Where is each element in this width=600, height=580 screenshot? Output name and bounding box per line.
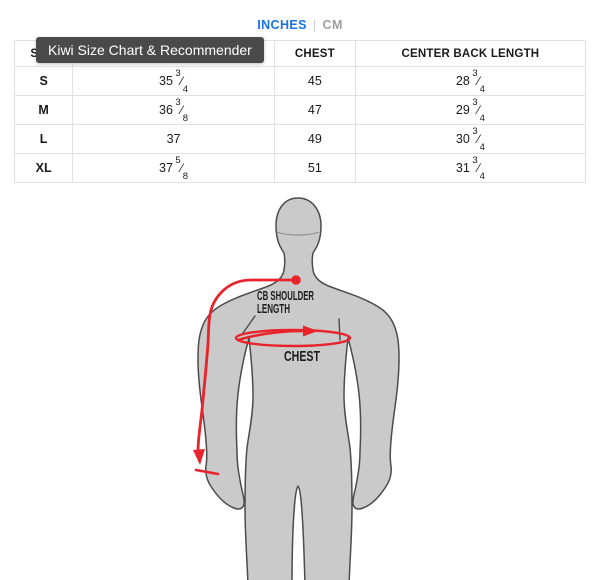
table-row-l: L 37 49 30 3⁄4 <box>13 124 587 154</box>
unit-option-inches[interactable]: INCHES <box>257 18 307 32</box>
cb-shoulder-label-line2: LENGTH <box>257 302 290 316</box>
chest-label: CHEST <box>284 348 320 365</box>
head-detail-line <box>276 231 320 236</box>
chest-arrowhead-icon <box>303 325 318 337</box>
tooltip: Kiwi Size Chart & Recommender <box>36 37 264 63</box>
size-value: XL <box>13 153 74 183</box>
size-value: M <box>13 95 74 125</box>
table-row-s: S 35 3⁄4 45 28 3⁄4 <box>13 66 587 96</box>
chest-value: 51 <box>273 153 356 183</box>
col-header-center-back-length: CENTER BACK LENGTH <box>354 40 587 67</box>
unit-option-cm[interactable]: CM <box>322 18 343 32</box>
chest-value: 45 <box>273 66 356 96</box>
table-row-xl: XL 37 5⁄8 51 31 3⁄4 <box>13 153 587 183</box>
body-silhouette <box>197 197 400 580</box>
shoulder-point-dot <box>291 275 301 285</box>
cb-shoulder-value: 37 <box>72 124 275 154</box>
right-armpit-seam <box>338 318 341 341</box>
chest-value: 49 <box>273 124 356 154</box>
cb-shoulder-arrowhead-icon <box>193 449 205 465</box>
center-back-length-value: 30 3⁄4 <box>354 124 587 154</box>
cb-shoulder-value: 35 3⁄4 <box>72 66 275 96</box>
chest-arrow-line <box>236 329 306 342</box>
unit-toggle: INCHES | CM <box>0 16 600 34</box>
cb-shoulder-label-line1: CB SHOULDER <box>257 289 314 303</box>
left-armpit-seam <box>242 315 256 334</box>
size-value: S <box>13 66 74 96</box>
cb-shoulder-end-tick <box>194 468 220 476</box>
size-value: L <box>13 124 74 154</box>
cb-shoulder-measurement-line <box>196 278 295 453</box>
table-row-m: M 36 3⁄8 47 29 3⁄4 <box>13 95 587 125</box>
center-back-length-value: 29 3⁄4 <box>354 95 587 125</box>
center-back-length-value: 28 3⁄4 <box>354 66 587 96</box>
center-back-length-value: 31 3⁄4 <box>354 153 587 183</box>
cb-shoulder-value: 37 5⁄8 <box>72 153 275 183</box>
unit-toggle-divider: | <box>312 18 317 32</box>
